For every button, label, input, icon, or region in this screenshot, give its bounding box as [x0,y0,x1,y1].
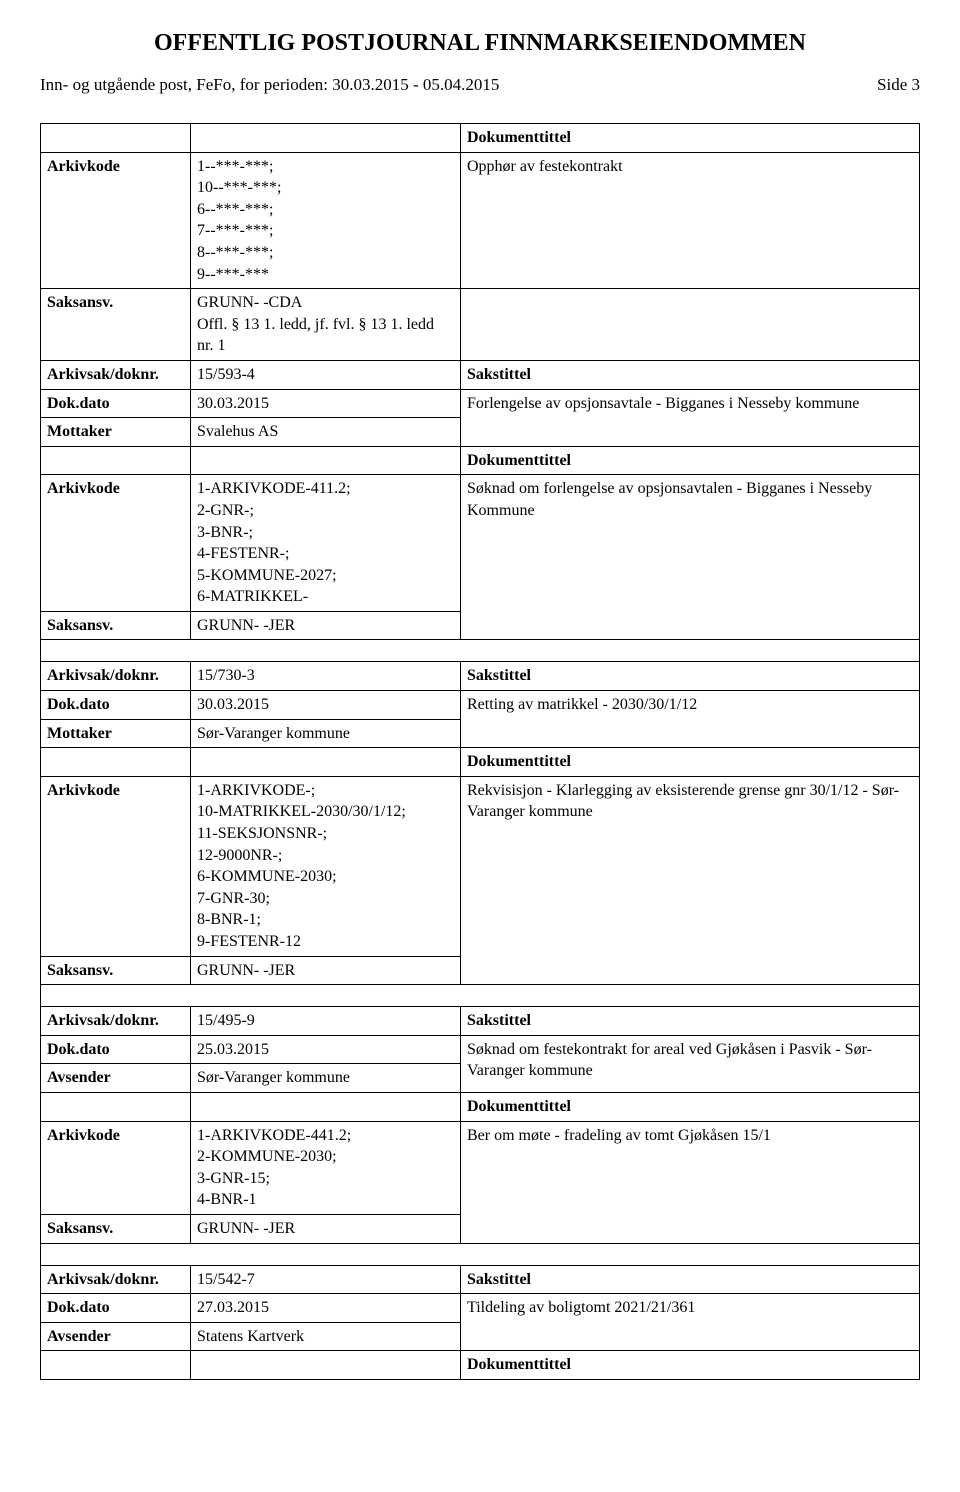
label-arkivsak: Arkivsak/doknr. [41,1265,191,1294]
cell-empty [191,748,461,777]
value-saksansv: GRUNN- -JER [191,1214,461,1243]
value-party: Svalehus AS [191,418,461,447]
value-party: Statens Kartverk [191,1322,461,1351]
label-sakstittel: Sakstittel [461,1007,920,1036]
cell-empty [41,446,191,475]
cell-empty [191,446,461,475]
page-subheader: Inn- og utgående post, FeFo, for periode… [40,75,920,95]
label-dokumenttittel: Dokumenttittel [461,1092,920,1121]
label-dokdato: Dok.dato [41,389,191,418]
label-arkivkode: Arkivkode [41,1121,191,1214]
label-dokumenttittel: Dokumenttittel [461,1351,920,1380]
label-arkivsak: Arkivsak/doknr. [41,1007,191,1036]
label-arkivkode: Arkivkode [41,475,191,612]
value-sakstittel: Forlengelse av opsjonsavtale - Bigganes … [461,389,920,446]
label-arkivsak: Arkivsak/doknr. [41,360,191,389]
value-arkivkode: 1--***-***; 10--***-***; 6--***-***; 7--… [191,152,461,289]
cell-empty [41,1092,191,1121]
value-arkivsak: 15/730-3 [191,662,461,691]
value-party: Sør-Varanger kommune [191,1064,461,1093]
label-arkivkode: Arkivkode [41,776,191,956]
cell-empty [41,748,191,777]
label-arkivkode: Arkivkode [41,152,191,289]
label-saksansv: Saksansv. [41,1214,191,1243]
cell-empty [461,289,920,361]
value-doktittel: Opphør av festekontrakt [461,152,920,289]
label-dokumenttittel: Dokumenttittel [461,124,920,153]
value-arkivkode: 1-ARKIVKODE-441.2; 2-KOMMUNE-2030; 3-GNR… [191,1121,461,1214]
label-dokdato: Dok.dato [41,1035,191,1064]
label-party: Avsender [41,1322,191,1351]
value-arkivsak: 15/495-9 [191,1007,461,1036]
value-sakstittel: Søknad om festekontrakt for areal ved Gj… [461,1035,920,1092]
label-saksansv: Saksansv. [41,956,191,985]
value-arkivkode: 1-ARKIVKODE-411.2; 2-GNR-; 3-BNR-; 4-FES… [191,475,461,612]
label-sakstittel: Sakstittel [461,1265,920,1294]
value-dokdato: 25.03.2015 [191,1035,461,1064]
value-dokdato: 27.03.2015 [191,1294,461,1323]
label-dokdato: Dok.dato [41,1294,191,1323]
value-doktittel: Søknad om forlengelse av opsjonsavtalen … [461,475,920,640]
label-party: Avsender [41,1064,191,1093]
value-sakstittel: Retting av matrikkel - 2030/30/1/12 [461,691,920,748]
value-arkivkode: 1-ARKIVKODE-; 10-MATRIKKEL-2030/30/1/12;… [191,776,461,956]
label-sakstittel: Sakstittel [461,360,920,389]
label-saksansv: Saksansv. [41,611,191,640]
cell-empty [41,124,191,153]
label-arkivsak: Arkivsak/doknr. [41,662,191,691]
cell-empty [191,124,461,153]
cell-empty [191,1351,461,1380]
period-text: Inn- og utgående post, FeFo, for periode… [40,75,499,95]
label-sakstittel: Sakstittel [461,662,920,691]
page-title: OFFENTLIG POSTJOURNAL FINNMARKSEIENDOMME… [40,30,920,57]
page-number: Side 3 [877,75,920,95]
value-dokdato: 30.03.2015 [191,691,461,720]
value-sakstittel: Tildeling av boligtomt 2021/21/361 [461,1294,920,1351]
value-doktittel: Rekvisisjon - Klarlegging av eksisterend… [461,776,920,984]
label-dokumenttittel: Dokumenttittel [461,446,920,475]
journal-table: DokumenttittelArkivkode1--***-***; 10--*… [40,123,920,1380]
label-saksansv: Saksansv. [41,289,191,361]
cell-empty [41,1351,191,1380]
value-saksansv: GRUNN- -JER [191,956,461,985]
value-dokdato: 30.03.2015 [191,389,461,418]
value-arkivsak: 15/542-7 [191,1265,461,1294]
value-arkivsak: 15/593-4 [191,360,461,389]
label-dokumenttittel: Dokumenttittel [461,748,920,777]
cell-empty [191,1092,461,1121]
label-dokdato: Dok.dato [41,691,191,720]
label-party: Mottaker [41,418,191,447]
value-saksansv: GRUNN- -CDA Offl. § 13 1. ledd, jf. fvl.… [191,289,461,361]
label-party: Mottaker [41,719,191,748]
value-party: Sør-Varanger kommune [191,719,461,748]
value-saksansv: GRUNN- -JER [191,611,461,640]
value-doktittel: Ber om møte - fradeling av tomt Gjøkåsen… [461,1121,920,1243]
